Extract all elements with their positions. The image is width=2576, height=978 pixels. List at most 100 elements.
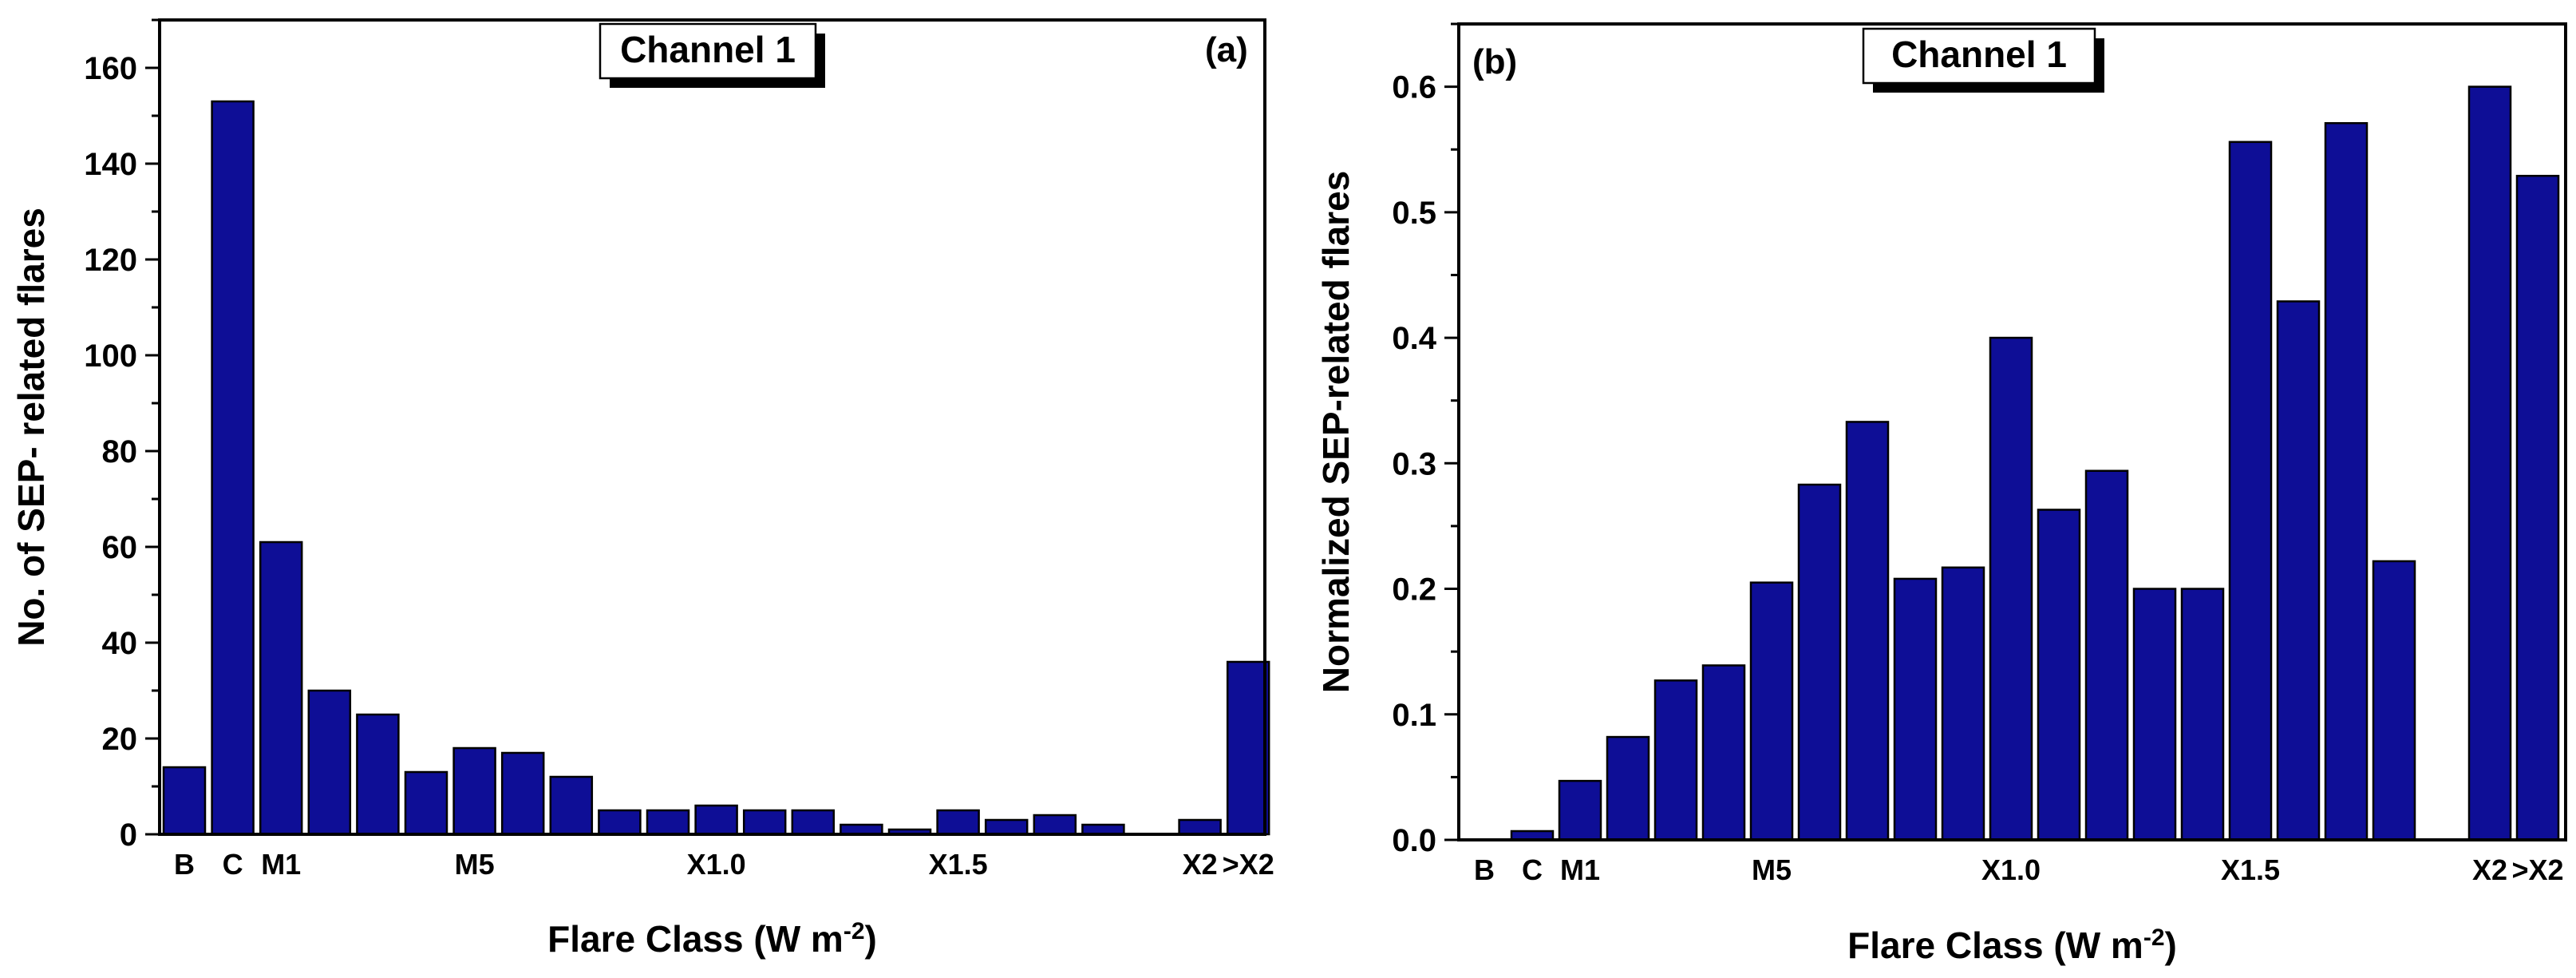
panel-b-legend-text: Channel 1	[1891, 34, 2067, 75]
panel-b-bar-22	[2515, 174, 2560, 841]
panel-a-bar-0	[162, 766, 207, 836]
panel-b-bar-14	[2132, 588, 2177, 841]
panel-a-y-tick-label-3: 60	[102, 530, 138, 565]
panel-b-bar-18	[2324, 121, 2369, 841]
panel-b-bar-11	[1989, 336, 2033, 841]
panel-a-y-tick-label-1: 20	[102, 722, 138, 757]
panel-a-bar-22	[1226, 660, 1270, 836]
panel-a-bar-6	[452, 746, 496, 836]
panel-b-y-axis-title: Normalized SEP-related flares	[1315, 171, 1357, 693]
panel-b-bar-5	[1701, 664, 1746, 841]
panel-a: 0 20 40 60 80 100 120 140 160 B C M1 M5 X1.0 X1.5 X2 >X…	[10, 18, 1274, 960]
panel-a-bar-9	[598, 809, 642, 836]
panel-a-label: (a)	[1205, 30, 1248, 69]
panel-b-bar-3	[1606, 735, 1650, 841]
panel-b-y-tick-label-5: 0.5	[1392, 196, 1436, 231]
panel-b-y-tick-label-6: 0.6	[1392, 70, 1436, 105]
panel-b-bar-17	[2276, 300, 2321, 841]
panel-a-legend: Channel 1	[599, 22, 825, 88]
panel-b-bar-19	[2372, 560, 2416, 841]
panel-a-y-tick-label-0: 0	[120, 818, 137, 853]
panel-a-bar-13	[791, 809, 836, 836]
panel-b-bar-7	[1797, 483, 1842, 841]
panel-b-bar-6	[1749, 581, 1794, 841]
panel-b-legend-box	[1862, 27, 2096, 85]
panel-a-y-tick-label-5: 100	[84, 339, 137, 374]
panel-b-bar-15	[2180, 588, 2225, 841]
panel-b-bar-10	[1941, 566, 1985, 841]
panel-a-x-label-7: >X2	[1223, 848, 1274, 881]
panel-b-bar-9	[1893, 577, 1938, 841]
panel-b-x-label-0: B	[1474, 853, 1495, 886]
panel-a-bar-3	[307, 689, 352, 836]
panel-a-bar-10	[646, 809, 690, 836]
panel-b-y-tick-label-0: 0.0	[1392, 823, 1436, 858]
panel-b-label: (b)	[1472, 42, 1517, 81]
panel-a-bar-17	[984, 818, 1029, 836]
panel-b-bar-13	[2084, 469, 2129, 841]
panel-a-bar-2	[259, 540, 303, 836]
panel-b-bar-8	[1845, 421, 1890, 841]
panel-a-x-label-3: M5	[455, 848, 495, 881]
panel-a-x-label-0: B	[174, 848, 195, 881]
panel-b-y-tick-label-4: 0.4	[1392, 321, 1436, 356]
panel-a-x-label-5: X1.5	[929, 848, 988, 881]
panel-a-y-tick-label-6: 120	[84, 243, 137, 278]
panel-a-x-title-main: Flare Class (W m	[547, 918, 844, 960]
panel-b-bar-16	[2228, 141, 2273, 841]
panel-b-x-label-1: C	[1522, 853, 1543, 886]
panel-b-x-label-2: M1	[1560, 853, 1600, 886]
panel-a-x-label-6: X2	[1183, 848, 1218, 881]
panel-b-x-label-5: X1.5	[2221, 853, 2280, 886]
panel-b-plot-frame	[1457, 22, 2567, 841]
panel-a-y-tick-label-8: 160	[84, 51, 137, 86]
panel-b-x-title-end: )	[2165, 925, 2177, 966]
panel-a-bar-8	[549, 775, 594, 836]
panel-a-x-label-4: X1.0	[687, 848, 746, 881]
panel-a-y-tick-label-4: 80	[102, 434, 138, 469]
panel-b: 0.0 0.1 0.2 0.3 0.4 0.5 0.6 B C M1 M5 X1.0 X1.5 X2 >X…	[1315, 22, 2567, 967]
panel-b-bar-2	[1558, 779, 1602, 841]
panel-a-x-axis-title: Flare Class (W m-2)	[547, 918, 877, 960]
panel-a-bar-5	[404, 770, 448, 836]
panel-b-x-label-7: >X2	[2511, 853, 2563, 886]
panel-b-x-label-4: X1.0	[1981, 853, 2041, 886]
panel-b-y-tick-label-2: 0.2	[1392, 572, 1436, 608]
panel-a-legend-text: Channel 1	[620, 29, 796, 70]
panel-a-bar-1	[211, 100, 255, 836]
panel-a-y-tick-label-2: 40	[102, 626, 138, 661]
panel-a-bar-16	[936, 809, 980, 836]
panel-a-legend-box	[599, 22, 817, 80]
panel-a-bar-7	[500, 751, 545, 836]
panel-a-bar-4	[356, 713, 400, 836]
panel-a-bar-18	[1033, 814, 1077, 836]
panel-b-bar-12	[2037, 509, 2081, 841]
panel-a-x-label-2: M1	[261, 848, 301, 881]
panel-a-x-label-1: C	[223, 848, 243, 881]
panel-b-x-title-main: Flare Class (W m	[1847, 925, 2143, 966]
panel-a-x-title-sup: -2	[844, 918, 865, 944]
panel-a-plot-frame	[158, 18, 1266, 836]
panel-b-bar-21	[2467, 85, 2512, 841]
panel-b-x-label-6: X2	[2472, 853, 2507, 886]
panel-a-y-ticks: 0 20 40 60 80 100 120 140 160	[84, 18, 160, 853]
panel-a-bars	[162, 100, 1270, 836]
panel-b-x-title-sup: -2	[2143, 925, 2165, 951]
panel-b-y-tick-label-3: 0.3	[1392, 446, 1436, 481]
panel-b-bars	[1510, 85, 2560, 841]
panel-b-y-tick-label-1: 0.1	[1392, 698, 1436, 733]
panel-b-legend: Channel 1	[1862, 27, 2104, 93]
panel-b-x-axis-title: Flare Class (W m-2)	[1847, 925, 2177, 967]
panel-b-x-ticks: B C M1 M5 X1.0 X1.5 X2 >X2	[1474, 853, 2564, 886]
panel-a-x-title-end: )	[865, 918, 877, 960]
panel-a-bar-12	[742, 809, 787, 836]
panel-b-y-ticks: 0.0 0.1 0.2 0.3 0.4 0.5 0.6	[1392, 22, 1459, 858]
panel-a-bar-11	[694, 804, 738, 836]
panel-a-bar-21	[1178, 818, 1222, 836]
panel-a-y-tick-label-7: 140	[84, 147, 137, 182]
panel-a-y-axis-title: No. of SEP- related flares	[10, 208, 52, 647]
panel-b-x-label-3: M5	[1752, 853, 1792, 886]
panel-b-bar-4	[1653, 679, 1698, 841]
panel-a-x-ticks: B C M1 M5 X1.0 X1.5 X2 >X2	[174, 848, 1274, 881]
